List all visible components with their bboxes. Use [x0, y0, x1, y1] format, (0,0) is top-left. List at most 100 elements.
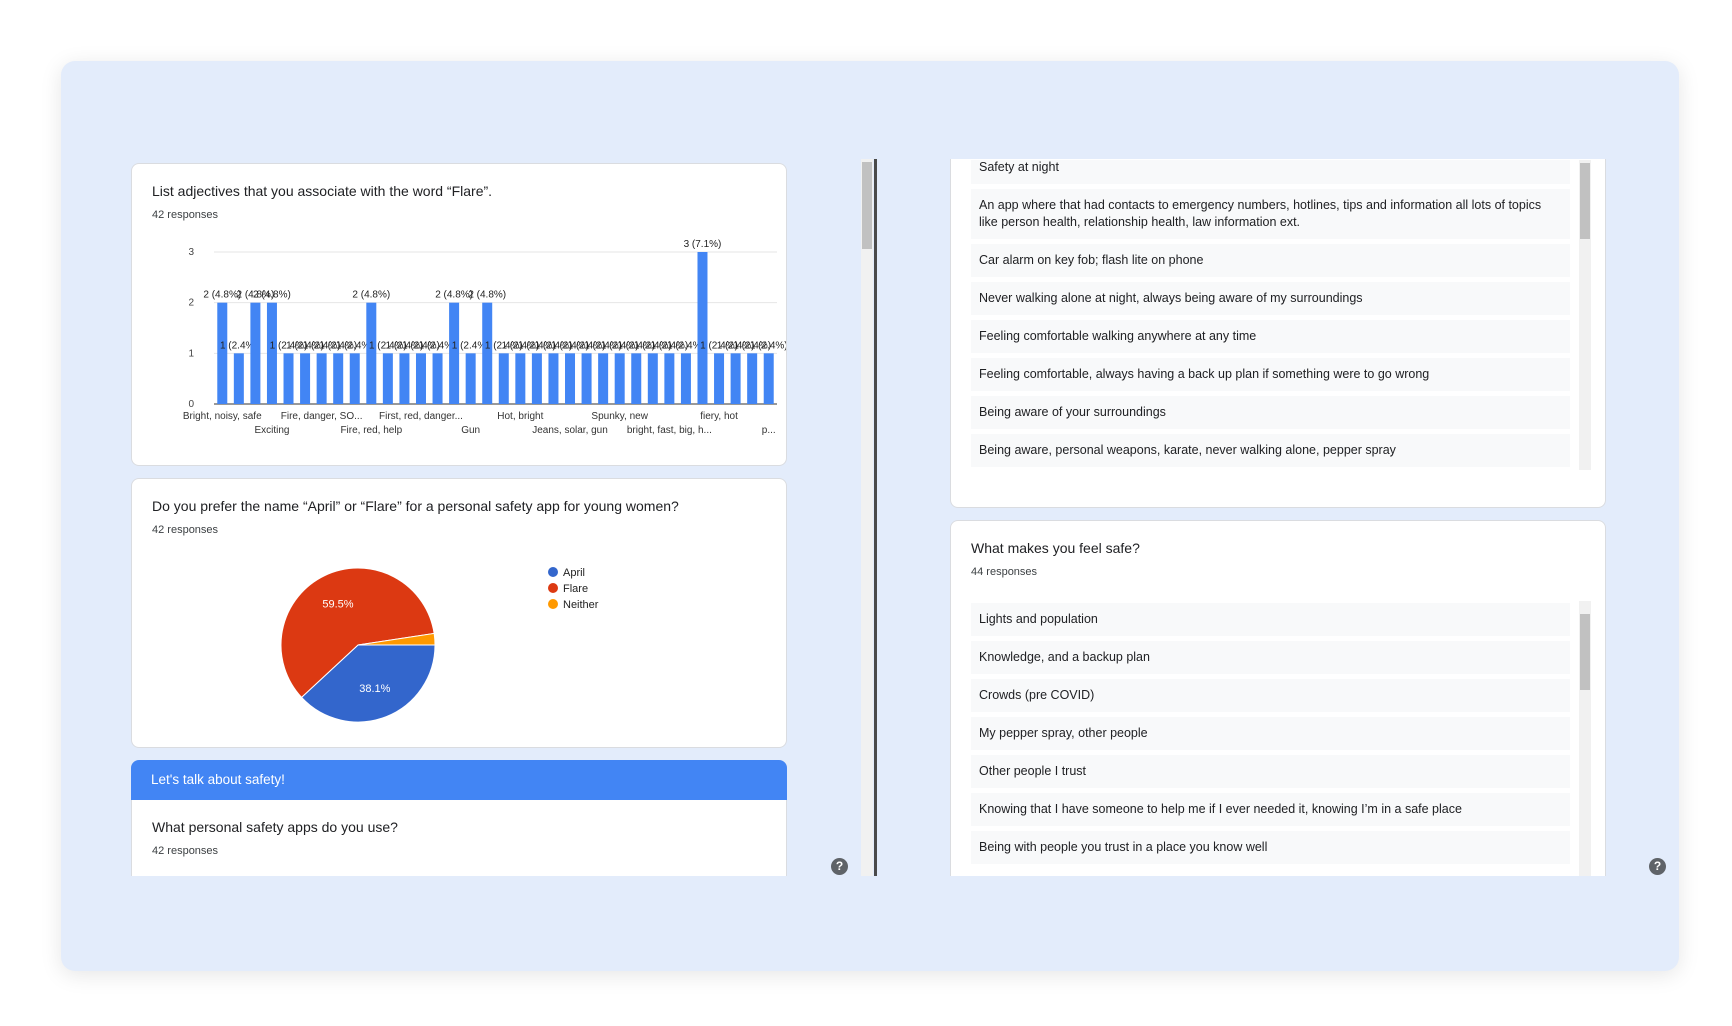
- response-item: Other people I trust: [971, 755, 1570, 788]
- scrollbar-thumb[interactable]: [1580, 614, 1590, 690]
- response-item: Being aware, personal weapons, karate, n…: [971, 434, 1570, 467]
- data-label: 1 (2.4%): [369, 340, 407, 351]
- bar: [680, 353, 691, 404]
- left-column: List adjectives that you associate with …: [128, 159, 792, 876]
- slice-label: 59.5%: [322, 598, 353, 610]
- data-label: 1 (2.4%): [270, 340, 308, 351]
- x-tick-label: Fire, danger, SO...: [281, 411, 363, 422]
- data-label: 1 (2.4%): [700, 340, 738, 351]
- y-tick-label: 0: [188, 399, 194, 410]
- bar: [631, 353, 642, 404]
- bar: [382, 353, 393, 404]
- data-label: 1 (2.4%): [551, 340, 589, 351]
- data-label: 1 (2.4%): [601, 340, 639, 351]
- response-count: 42 responses: [152, 845, 219, 857]
- y-tick-label: 1: [188, 348, 194, 359]
- x-tick-label: Exciting: [254, 425, 289, 436]
- legend-swatch: [548, 567, 558, 577]
- response-item: Crowds (pre COVID): [971, 679, 1570, 712]
- data-label: 1 (2.4%): [452, 340, 490, 351]
- x-tick-label: Fire, red, help: [340, 425, 402, 436]
- data-label: 1 (2.4%): [535, 340, 573, 351]
- bar: [250, 302, 261, 404]
- bar: [217, 302, 228, 404]
- help-icon[interactable]: ?: [1649, 858, 1666, 875]
- x-tick-label: Bright, noisy, safe: [183, 411, 262, 422]
- x-tick-label: Jeans, solar, gun: [532, 425, 608, 436]
- data-label: 1 (2.4%): [220, 340, 258, 351]
- scrollbar-thumb[interactable]: [862, 162, 872, 249]
- question-title: What makes you feel safe?: [971, 540, 1140, 556]
- right-column: Safety at night An app where that had con…: [948, 159, 1610, 876]
- y-tick-label: 3: [188, 247, 194, 258]
- bar: [465, 353, 476, 404]
- data-label: 1 (2.4%): [286, 340, 324, 351]
- help-icon[interactable]: ?: [831, 858, 848, 875]
- legend-label: Flare: [563, 583, 588, 595]
- data-label: 2 (4.8%): [435, 290, 473, 301]
- bar: [366, 302, 377, 404]
- pie-chart: 38.1% April 59.5% Flare Neither: [280, 567, 599, 723]
- response-item: Lights and population: [971, 603, 1570, 636]
- data-label: 1 (2.4%): [568, 340, 606, 351]
- response-item: Knowing that I have someone to help me i…: [971, 793, 1570, 826]
- response-item: Feeling comfortable, always having a bac…: [971, 358, 1570, 391]
- question-title: What personal safety apps do you use?: [152, 819, 398, 835]
- bar: [531, 353, 542, 404]
- bar: [449, 302, 460, 404]
- response-count: 44 responses: [971, 566, 1038, 578]
- response-item: Being with people you trust in a place y…: [971, 831, 1570, 864]
- bar: [415, 353, 426, 404]
- bar: [300, 353, 311, 404]
- data-label: 2 (4.8%): [203, 290, 241, 301]
- x-tick-label: First, red, danger...: [379, 411, 463, 422]
- legend-label: Neither: [563, 599, 599, 611]
- response-list: Lights and population Knowledge, and a ba…: [971, 603, 1570, 864]
- response-item: Knowledge, and a backup plan: [971, 641, 1570, 674]
- divider: [874, 159, 877, 876]
- x-tick-label: p...: [762, 425, 776, 436]
- pie-slice: [300, 644, 436, 723]
- x-tick-label: Hot, bright: [497, 411, 543, 422]
- bar: [697, 252, 708, 404]
- bar: [565, 353, 576, 404]
- pie-chart-card: Do you prefer the name “April” or “Flare…: [131, 478, 787, 748]
- bar: [316, 353, 327, 404]
- data-label: 1 (2.4%): [733, 340, 771, 351]
- x-tick-label: Gun: [461, 425, 480, 436]
- x-tick-label: Spunky, new: [591, 411, 648, 422]
- y-tick-label: 2: [188, 298, 194, 309]
- data-label: 1 (2.4%): [402, 340, 440, 351]
- bar: [233, 353, 244, 404]
- bar: [283, 353, 294, 404]
- legend-swatch: [548, 599, 558, 609]
- bar: [482, 302, 493, 404]
- slice-label: 38.1%: [359, 683, 390, 695]
- bar: [730, 353, 741, 404]
- section-title: Let's talk about safety!: [151, 772, 285, 787]
- x-tick-label: fiery, hot: [700, 411, 738, 422]
- data-label: 1 (2.4%): [650, 340, 688, 351]
- bar: [399, 353, 410, 404]
- scrollbar[interactable]: [861, 159, 873, 876]
- data-label: 1 (2.4%): [617, 340, 655, 351]
- data-label: 2 (4.8%): [468, 290, 506, 301]
- scrollbar[interactable]: [1579, 160, 1591, 470]
- bar: [432, 353, 443, 404]
- scrollbar[interactable]: [1579, 601, 1591, 876]
- responses-scroll: Safety at night An app where that had con…: [951, 160, 1605, 470]
- responses-card: Safety at night An app where that had con…: [950, 159, 1606, 508]
- response-list: Safety at night An app where that had con…: [971, 160, 1570, 470]
- response-item: Being aware of your surroundings: [971, 396, 1570, 429]
- data-label: 1 (2.4%): [717, 340, 755, 351]
- bar: [349, 353, 360, 404]
- data-label: 2 (4.8%): [236, 290, 274, 301]
- bar: [266, 302, 277, 404]
- question-title: List adjectives that you associate with …: [152, 183, 493, 199]
- data-label: 2 (4.8%): [253, 290, 291, 301]
- scrollbar-thumb[interactable]: [1580, 163, 1590, 239]
- response-count: 42 responses: [152, 209, 219, 221]
- response-item: My pepper spray, other people: [971, 717, 1570, 750]
- response-item: An app where that had contacts to emerge…: [971, 189, 1570, 239]
- bar-chart: 0 1 2 3 2 (4.8%) Bright, noisy, safe 1 (2.4%) 2…: [183, 239, 786, 436]
